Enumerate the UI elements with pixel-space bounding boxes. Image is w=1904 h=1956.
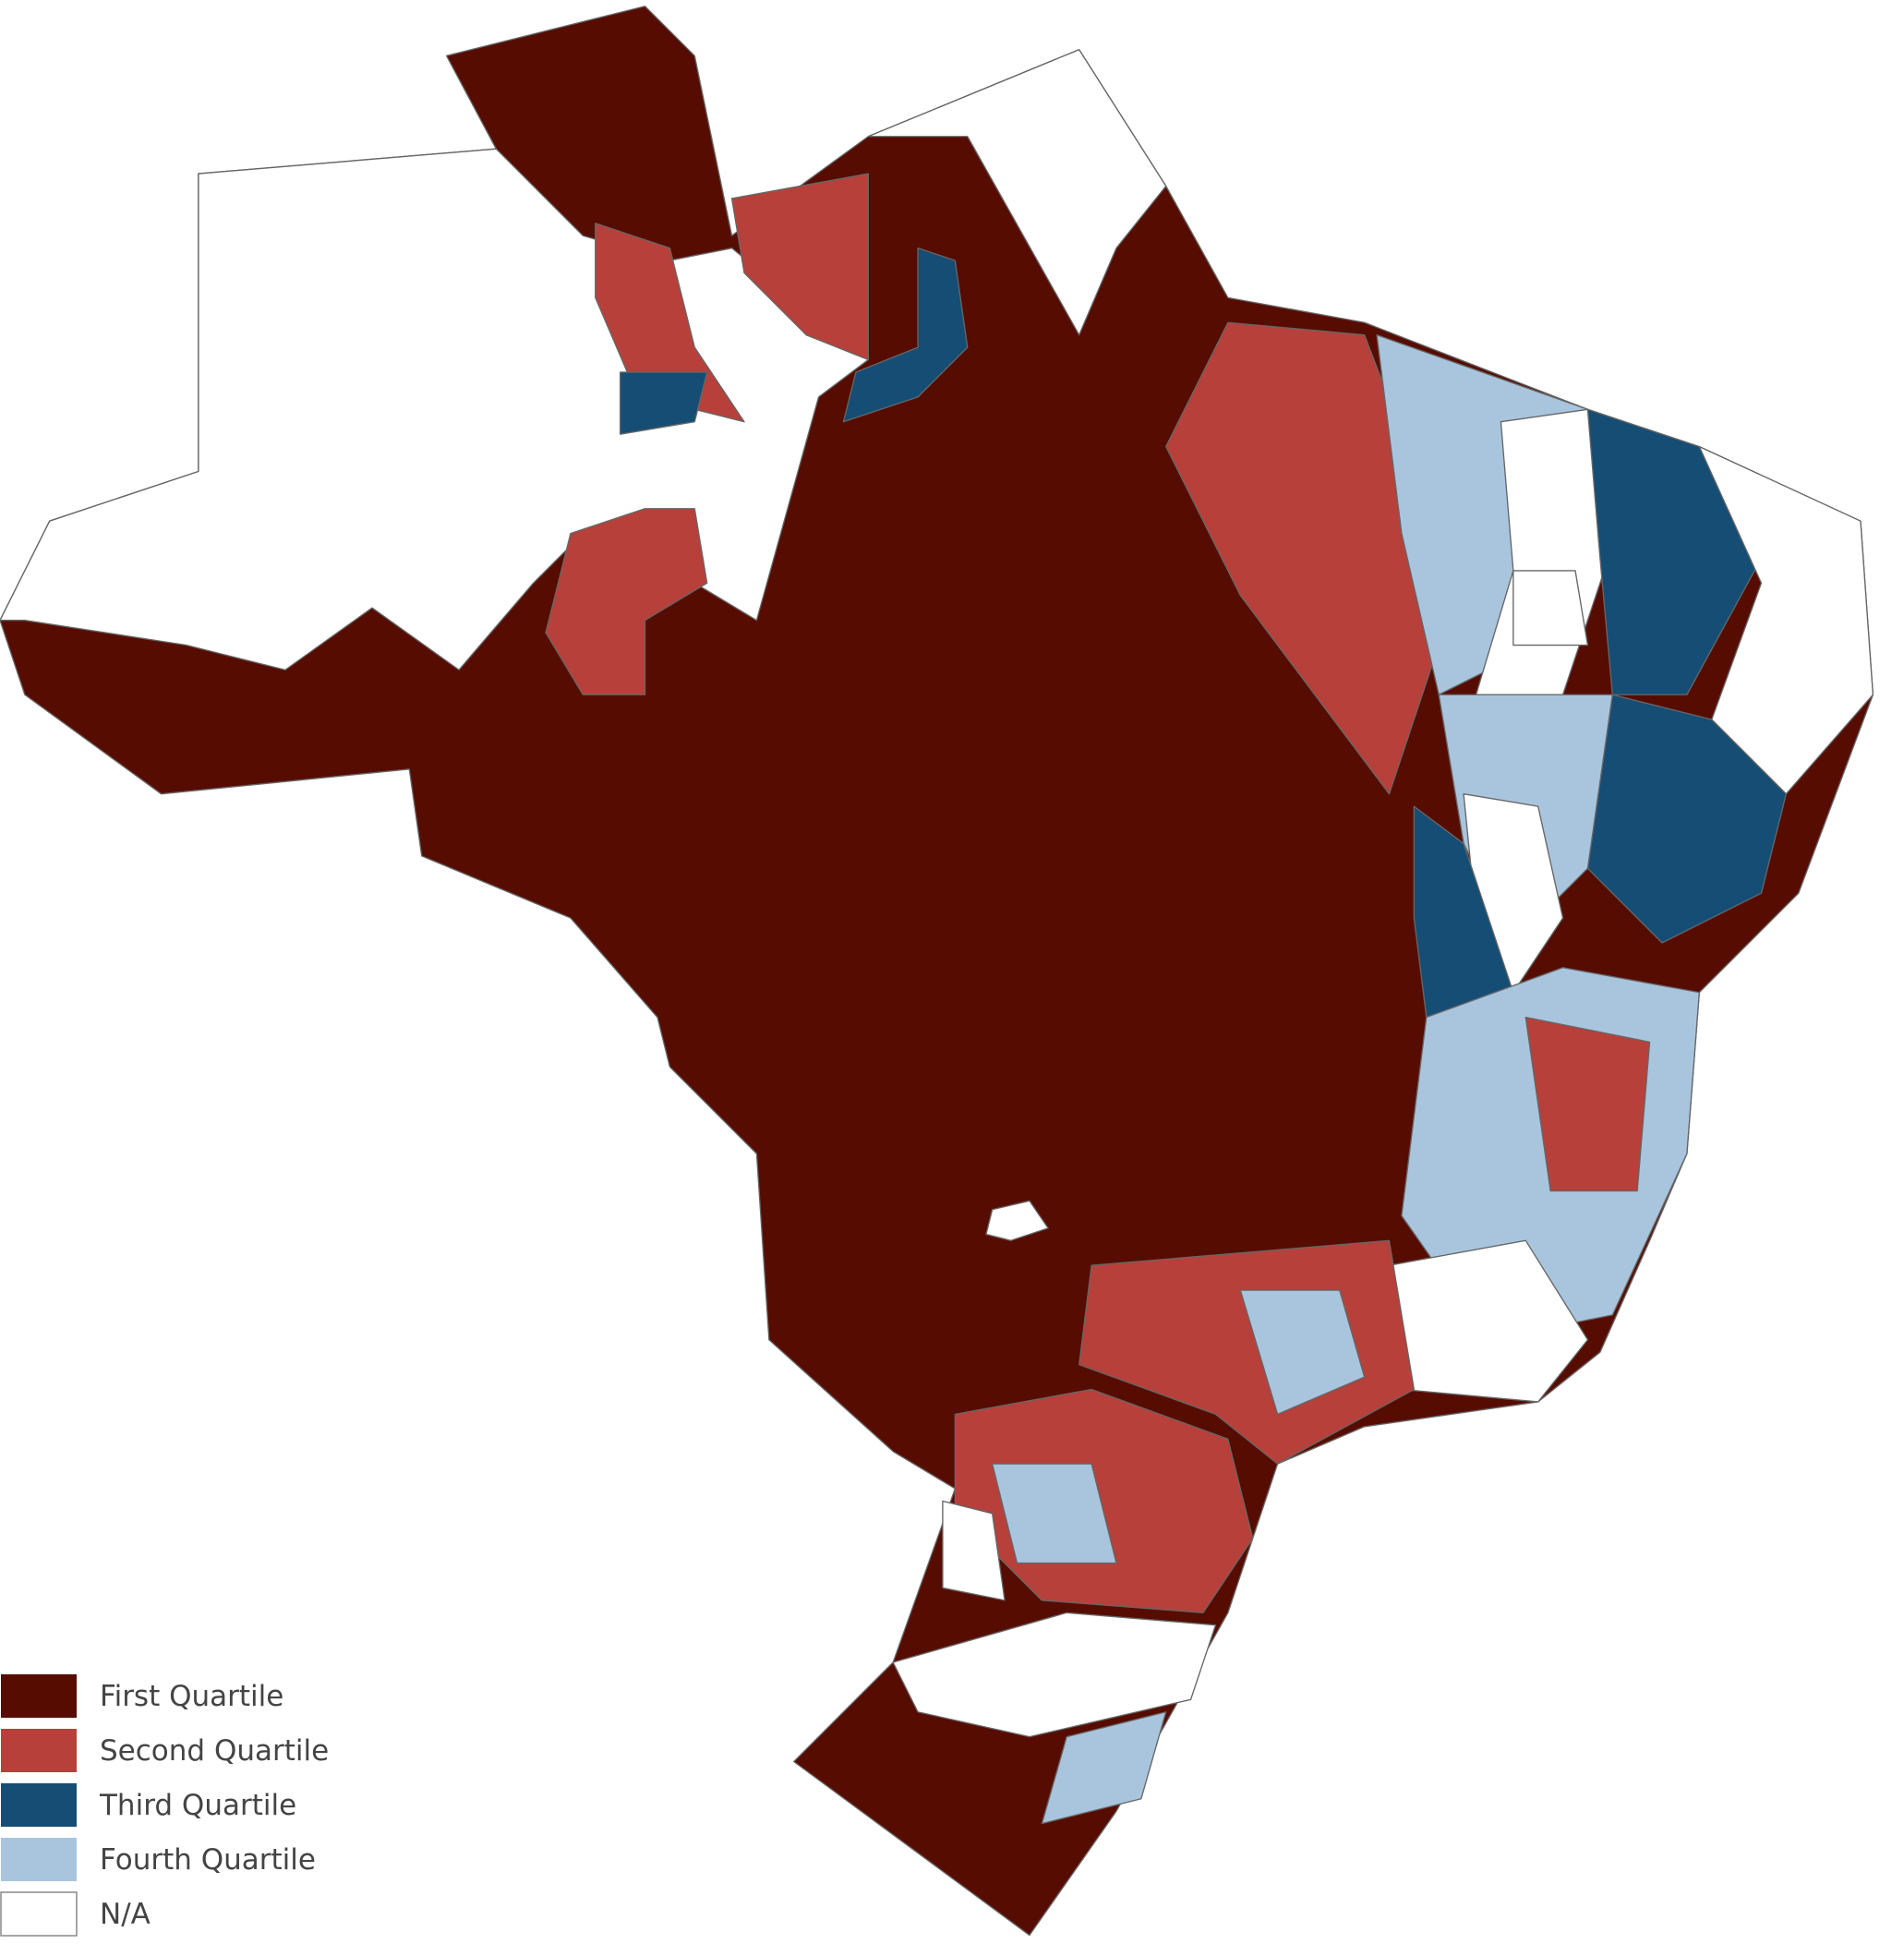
map-regions: [0, 6, 1874, 1937]
region: [1041, 1711, 1167, 1825]
region: [1524, 1016, 1651, 1192]
region: [991, 1463, 1117, 1564]
legend-swatch: [1, 1674, 77, 1718]
legend-label: Fourth Quartile: [100, 1843, 316, 1877]
region: [867, 49, 1167, 336]
region: [1239, 1289, 1366, 1416]
legend-label: Third Quartile: [99, 1789, 296, 1822]
region: [730, 173, 869, 361]
region: [1512, 570, 1589, 646]
region: [842, 247, 969, 423]
legend-swatch: [1, 1783, 77, 1827]
legend-label: Second Quartile: [100, 1734, 329, 1768]
region: [942, 1500, 1006, 1601]
legend-swatch: [1, 1729, 77, 1772]
legend-label: First Quartile: [100, 1680, 283, 1713]
legend-swatch: [1, 1838, 77, 1881]
legend: First Quartile Second Quartile Third Quart…: [0, 1674, 329, 1937]
legend-label: N/A: [100, 1898, 151, 1931]
legend-swatch: [0, 1891, 78, 1937]
region: [985, 1200, 1049, 1241]
region: [892, 1612, 1217, 1738]
region: [619, 371, 708, 435]
region: [545, 508, 708, 695]
